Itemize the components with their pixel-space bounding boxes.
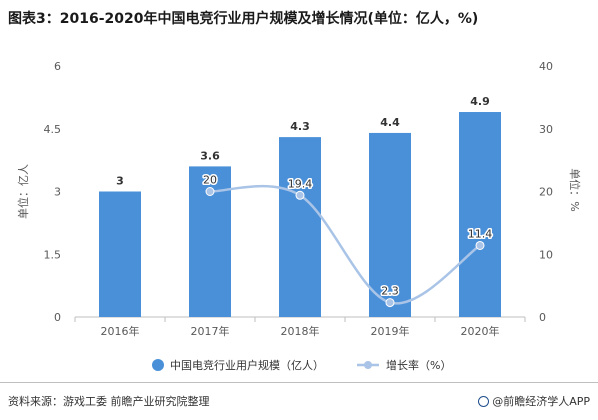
legend: 中国电竞行业用户规模（亿人） 增长率（%） xyxy=(152,358,451,372)
bar-value-label: 3.6 xyxy=(200,149,220,162)
growth-value-label: 19.4 xyxy=(288,177,313,190)
y2-tick-label: 30 xyxy=(539,123,553,136)
growth-point xyxy=(475,240,485,250)
y2-tick-label: 0 xyxy=(539,311,546,324)
x-tick-label: 2020年 xyxy=(461,324,500,338)
y2-tick-label: 20 xyxy=(539,186,553,199)
growth-value-label: 20 xyxy=(203,174,217,187)
x-tick-label: 2016年 xyxy=(101,324,140,338)
growth-point xyxy=(385,298,395,308)
bar-series xyxy=(99,112,501,318)
y-axis-title: 单位：亿人 xyxy=(16,164,30,219)
legend-bar-label: 中国电竞行业用户规模（亿人） xyxy=(170,358,324,372)
legend-bar-marker xyxy=(152,359,164,371)
growth-point xyxy=(205,187,215,196)
y-tick-label: 4.5 xyxy=(44,123,62,136)
bar xyxy=(279,137,321,317)
growth-value-label: 11.4 xyxy=(468,227,493,240)
x-tick-label: 2018年 xyxy=(281,324,320,338)
y-tick-label: 1.5 xyxy=(44,248,62,261)
line-series xyxy=(205,184,485,308)
bar xyxy=(459,112,501,318)
y-tick-label: 0 xyxy=(54,311,61,324)
bar-value-label: 4.4 xyxy=(380,116,400,129)
bar-value-label: 4.3 xyxy=(290,120,310,133)
y2-tick-label: 40 xyxy=(539,60,553,73)
legend-line-dot xyxy=(364,361,372,369)
bar xyxy=(99,191,141,317)
y-tick-label: 6 xyxy=(54,60,61,73)
growth-value-label: 2.3 xyxy=(381,285,399,298)
brand-credit: @前瞻经济学人APP xyxy=(478,393,590,409)
growth-label-halo: 20 xyxy=(203,174,217,187)
legend-line-label: 增长率（%） xyxy=(386,358,451,372)
bar xyxy=(369,132,411,317)
bar-value-label: 4.9 xyxy=(470,95,490,108)
x-tick-label: 2017年 xyxy=(191,324,230,338)
bar-value-label: 3 xyxy=(116,175,124,188)
growth-label-halo: 11.4 xyxy=(468,227,493,240)
y2-axis-title: 单位：% xyxy=(568,168,582,211)
footer-divider xyxy=(0,382,598,383)
brand-logo-icon xyxy=(478,396,490,407)
growth-line xyxy=(209,184,481,305)
axes: 2016年 2017年 2018年 2019年 2020年 0 1.5 3 4.5 6 0 10 20 3… xyxy=(16,60,582,338)
x-tick-label: 2019年 xyxy=(371,324,410,338)
chart-title: 图表3：2016-2020年中国电竞行业用户规模及增长情况(单位：亿人，%) xyxy=(8,11,479,27)
y-tick-label: 3 xyxy=(54,186,61,199)
growth-label-halo: 2.3 xyxy=(381,285,399,298)
y2-tick-label: 10 xyxy=(539,248,553,261)
source-note: 资料来源：游戏工委 前瞻产业研究院整理 xyxy=(8,395,210,408)
growth-label-halo: 19.4 xyxy=(288,177,313,190)
brand-text: @前瞻经济学人APP xyxy=(492,395,590,408)
growth-point xyxy=(295,190,305,200)
